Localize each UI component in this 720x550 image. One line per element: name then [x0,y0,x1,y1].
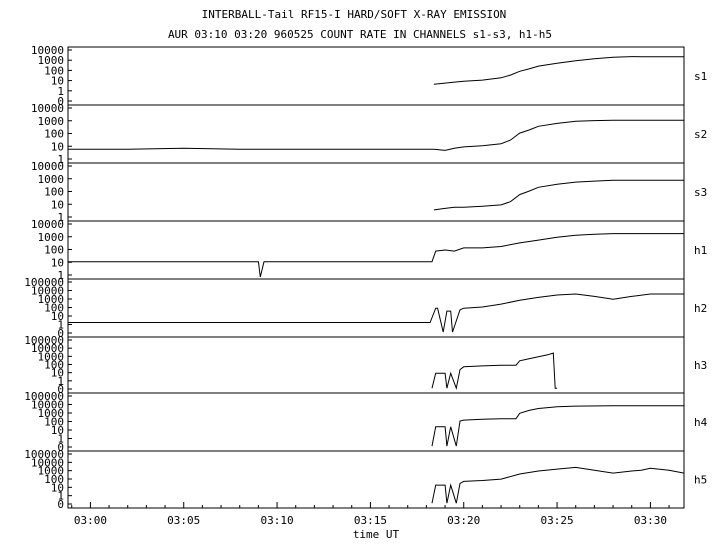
series-label-s3: s3 [694,186,707,199]
y-tick-label: 1000 [38,350,65,363]
panel-frame [67,392,685,452]
y-tick-label: 10000 [31,285,64,298]
y-tick-label: 1000 [38,231,65,244]
y-tick-label: 10 [51,310,64,323]
x-tick-label: 03:25 [541,514,574,527]
y-tick-label: 10000 [31,342,64,355]
y-tick-label: 100 [44,64,64,77]
x-tick-label: 03:20 [447,514,480,527]
y-tick-label: 1 [57,211,64,224]
series-line-h2 [68,293,684,333]
y-tick-label: 100 [44,416,64,429]
series-label-h4: h4 [694,416,708,429]
y-tick-label: 0 [57,498,64,511]
series-line-s1 [433,56,684,85]
y-tick-label: 100 [44,244,64,257]
y-tick-label: 1000 [38,465,65,478]
x-tick-label: 03:05 [167,514,200,527]
y-tick-label: 10000 [31,218,64,231]
series-label-s1: s1 [694,70,707,83]
series-line-s3 [433,179,684,211]
y-tick-label: 10 [51,367,64,380]
panel-frame [67,220,685,280]
panel-frame [67,162,685,222]
y-tick-label: 0 [57,95,64,108]
x-tick-label: 03:15 [354,514,387,527]
y-tick-label: 10000 [31,44,64,57]
y-tick-label: 1 [57,319,64,332]
y-tick-label: 1000 [38,293,65,306]
series-line-h3 [431,352,558,391]
x-axis-label: time UT [353,528,400,541]
panel-stack: 1000010001001010s1100001000100101s210000… [24,44,707,511]
y-tick-label: 1 [57,433,64,446]
y-tick-label: 0 [57,441,64,454]
panel-frame [67,46,685,106]
y-tick-label: 1 [57,153,64,166]
panel-frame [67,278,685,338]
y-tick-label: 0 [57,327,64,340]
y-tick-label: 10 [51,140,64,153]
y-tick-label: 10 [51,75,64,88]
chart-title: INTERBALL-Tail RF15-I HARD/SOFT X-RAY EM… [202,8,507,21]
y-tick-label: 1 [57,375,64,388]
series-label-h2: h2 [694,302,707,315]
y-tick-label: 10 [51,424,64,437]
y-tick-label: 1000 [38,407,65,420]
y-tick-label: 10000 [31,456,64,469]
x-tick-label: 03:00 [74,514,107,527]
y-tick-label: 1 [57,269,64,282]
y-tick-label: 100000 [24,448,64,461]
x-tick-label: 03:10 [261,514,294,527]
panel-frame [67,450,685,509]
y-tick-label: 0 [57,383,64,396]
y-tick-label: 100 [44,359,64,372]
series-label-s2: s2 [694,128,707,141]
y-tick-label: 1 [57,85,64,98]
series-label-h1: h1 [694,244,707,257]
y-tick-label: 100000 [24,276,64,289]
series-line-h5 [431,466,685,504]
y-tick-label: 1 [57,490,64,503]
chart-subtitle: AUR 03:10 03:20 960525 COUNT RATE IN CHA… [168,28,552,41]
y-tick-label: 1000 [38,115,65,128]
y-tick-label: 100000 [24,334,64,347]
series-line-h1 [68,233,684,278]
y-tick-label: 1000 [38,173,65,186]
y-tick-label: 10000 [31,399,64,412]
series-label-h3: h3 [694,359,707,372]
x-tick-label: 03:30 [634,514,667,527]
y-tick-label: 10000 [31,160,64,173]
y-tick-label: 100 [44,302,64,315]
panel-frame [67,336,685,394]
series-line-h4 [431,405,684,447]
y-tick-label: 100 [44,473,64,486]
panel-frame [67,104,685,164]
y-tick-label: 100000 [24,390,64,403]
y-tick-label: 10 [51,198,64,211]
y-tick-label: 100 [44,186,64,199]
series-line-s2 [68,119,684,151]
y-tick-label: 100 [44,128,64,141]
x-axis: 03:00 03:05 03:10 03:15 03:20 03:25 03:30 [71,502,670,527]
series-label-h5: h5 [694,474,707,487]
y-tick-label: 1000 [38,54,65,67]
y-tick-label: 10 [51,481,64,494]
y-tick-label: 10 [51,256,64,269]
y-tick-label: 10000 [31,102,64,115]
